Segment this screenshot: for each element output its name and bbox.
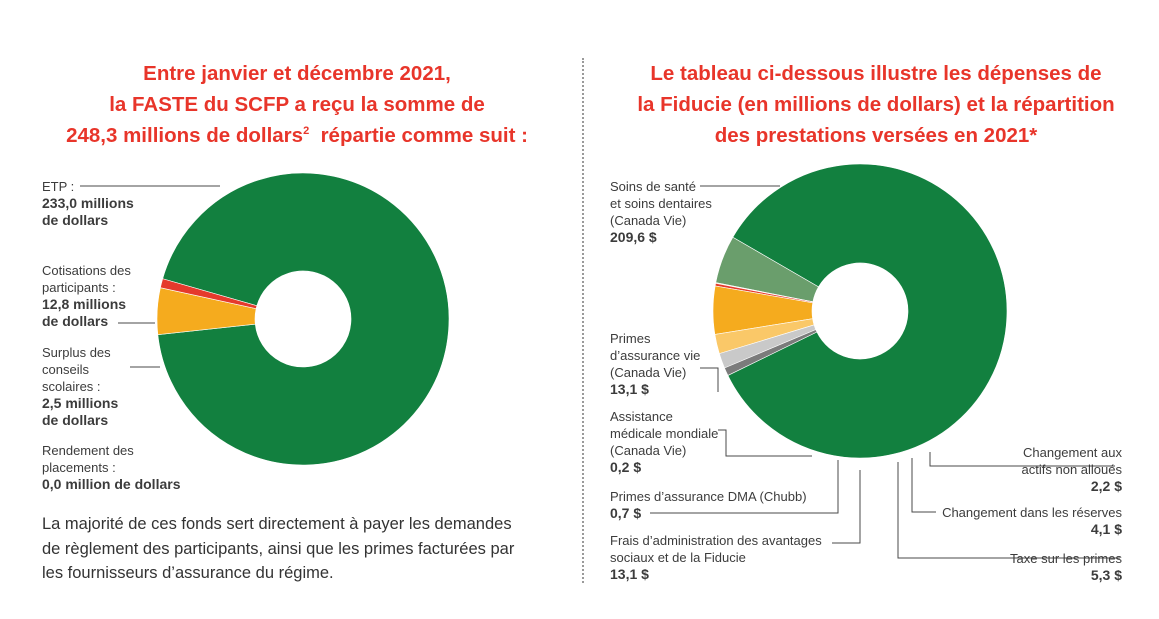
label-assistance-l1: Assistance <box>610 409 673 424</box>
right-title-line2: la Fiducie (en millions de dollars) et l… <box>637 93 1115 116</box>
label-assistance: Assistance médicale mondiale (Canada Vie… <box>610 408 718 476</box>
label-frais-l1: Frais d’administration des avantages <box>610 533 822 548</box>
left-donut-chart <box>156 172 450 466</box>
label-rendement-l2: placements : <box>42 460 116 475</box>
label-cotisations-l2: participants : <box>42 280 116 295</box>
right-title-line3: des prestations versées en 2021* <box>714 124 1038 147</box>
label-surplus-l3: scolaires : <box>42 379 101 394</box>
leader-frais <box>832 470 861 544</box>
left-title-end: répartie comme suit : <box>309 124 528 147</box>
label-rendement-l1: Rendement des <box>42 443 134 458</box>
label-surplus-value1: 2,5 millions <box>42 395 119 411</box>
label-primes-vie-l2: d’assurance vie <box>610 348 701 363</box>
label-primes-vie-l1: Primes <box>610 331 651 346</box>
label-etp-value1: 233,0 millions <box>42 195 134 211</box>
label-reserves: Changement dans les réserves 4,1 $ <box>942 504 1122 538</box>
left-title-line2: la FASTE du SCFP a reçu la somme de <box>109 93 485 116</box>
label-actifs: Changement aux actifs non alloués 2,2 $ <box>1022 444 1122 495</box>
leader-taxe <box>897 462 1120 559</box>
right-donut-slice-changement-aux-actifs-non-alloues <box>724 329 818 376</box>
label-taxe: Taxe sur les primes 5,3 $ <box>1010 550 1122 584</box>
label-soins-l1: Soins de santé <box>610 179 697 194</box>
label-primes-vie-value: 13,1 $ <box>610 381 649 397</box>
leader-dma <box>650 460 839 514</box>
label-rendement-value: 0,0 million de dollars <box>42 476 181 492</box>
note-line3: les fournisseurs d’assurance du régime. <box>42 564 334 582</box>
funding-note: La majorité de ces fonds sert directemen… <box>42 512 572 586</box>
label-reserves-value: 4,1 $ <box>1090 521 1122 537</box>
left-donut-slice-etp <box>157 172 450 466</box>
label-surplus-value2: de dollars <box>42 412 109 428</box>
label-surplus-l2: conseils <box>42 362 89 377</box>
right-title-line1: Le tableau ci-dessous illustre les dépen… <box>650 62 1102 85</box>
label-assistance-value: 0,2 $ <box>610 459 642 475</box>
label-assistance-l2: médicale mondiale <box>610 426 719 441</box>
right-title: Le tableau ci-dessous illustre les dépen… <box>596 58 1156 151</box>
label-soins-l2: et soins dentaires <box>610 196 712 211</box>
label-surplus: Surplus des conseils scolaires : 2,5 mil… <box>42 344 118 429</box>
leader-primes-vie <box>700 367 719 392</box>
label-soins: Soins de santé et soins dentaires (Canad… <box>610 178 712 246</box>
footnote-marker: 2 <box>303 125 310 138</box>
left-title-line3: 248,3 millions de dollars2 répartie comm… <box>20 120 574 151</box>
label-dma-l1: Primes d’assurance DMA (Chubb) <box>610 489 807 504</box>
label-primes-vie-l3: (Canada Vie) <box>610 365 687 380</box>
label-frais: Frais d’administration des avantages soc… <box>610 532 822 583</box>
label-soins-value: 209,6 $ <box>610 229 657 245</box>
leader-assistance <box>718 429 812 457</box>
label-etp-value2: de dollars <box>42 212 109 228</box>
column-divider <box>582 58 584 583</box>
left-title: Entre janvier et décembre 2021, la FASTE… <box>20 58 574 151</box>
label-taxe-l1: Taxe sur les primes <box>1010 551 1122 566</box>
label-primes-vie: Primes d’assurance vie (Canada Vie) 13,1… <box>610 330 700 398</box>
label-cotisations-value2: de dollars <box>42 313 109 329</box>
label-actifs-value: 2,2 $ <box>1090 478 1122 494</box>
label-actifs-l2: actifs non alloués <box>1021 462 1122 477</box>
left-title-amount: 248,3 millions de dollars <box>66 124 304 147</box>
label-cotisations-l1: Cotisations des <box>42 263 131 278</box>
leader-lines <box>80 185 1120 559</box>
label-frais-value: 13,1 $ <box>610 566 649 582</box>
label-cotisations: Cotisations des participants : 12,8 mill… <box>42 262 131 330</box>
label-etp: ETP : 233,0 millions de dollars <box>42 178 134 229</box>
label-dma-value: 0,7 $ <box>610 505 642 521</box>
label-rendement: Rendement des placements : 0,0 million d… <box>42 442 180 493</box>
note-line2: de règlement des participants, ainsi que… <box>42 539 515 558</box>
left-title-line1: Entre janvier et décembre 2021, <box>143 62 451 85</box>
label-actifs-l1: Changement aux <box>1022 445 1122 460</box>
label-taxe-value: 5,3 $ <box>1090 567 1122 583</box>
leader-reserves <box>911 458 936 513</box>
label-etp-name: ETP : <box>42 179 75 194</box>
leader-actifs <box>929 452 1115 467</box>
label-assistance-l3: (Canada Vie) <box>610 443 687 458</box>
note-line1: La majorité de ces fonds sert directemen… <box>42 515 512 533</box>
right-donut-chart <box>712 163 1008 459</box>
label-soins-l3: (Canada Vie) <box>610 213 687 228</box>
right-donut-slice-soins-de-sante-et-soins-dentaires-canada-vie <box>727 163 1008 459</box>
label-cotisations-value1: 12,8 millions <box>42 296 127 312</box>
label-frais-l2: sociaux et de la Fiducie <box>610 550 746 565</box>
label-surplus-l1: Surplus des <box>42 345 111 360</box>
label-dma: Primes d’assurance DMA (Chubb) 0,7 $ <box>610 488 807 522</box>
label-reserves-l1: Changement dans les réserves <box>942 505 1122 520</box>
left-donut-slice-surplus-des-conseils-scolaires <box>160 278 258 310</box>
